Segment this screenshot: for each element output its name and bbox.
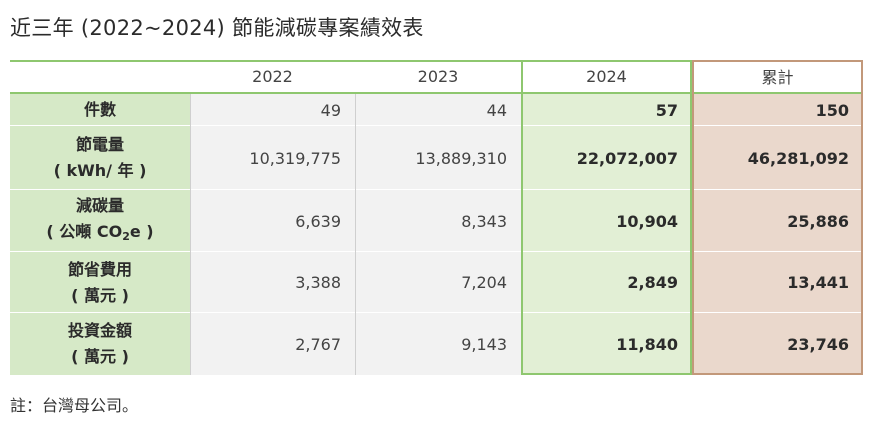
table-top-rule: [10, 60, 521, 62]
footnote: 註：台灣母公司。: [10, 396, 139, 415]
row-label-investment-line2: ( 萬元 ): [71, 347, 129, 366]
column-divider: [355, 94, 356, 375]
row-divider: [10, 312, 863, 313]
column-2024-fill: [521, 94, 692, 375]
row-label-carbon-line1: 減碳量: [75, 195, 124, 215]
row-label-cost-line2: ( 萬元 ): [71, 285, 129, 305]
cell-investment-2022: 2,767: [295, 334, 341, 354]
row-label-cost-savings: 節省費用 ( 萬元 ): [10, 252, 190, 313]
row-divider: [10, 189, 863, 190]
column-header-2022: 2022: [252, 66, 293, 86]
cell-cost-2024: 2,849: [627, 273, 678, 292]
cell-count-2023: 44: [486, 100, 507, 120]
cell-electricity-total: 46,281,092: [747, 148, 849, 168]
cell-electricity-2023: 13,889,310: [415, 148, 507, 168]
row-label-carbon-reduction: 減碳量 ( 公噸 CO2e ): [10, 190, 190, 252]
row-label-carbon-suffix: e ): [129, 221, 154, 241]
cell-investment-2024: 11,840: [616, 334, 678, 354]
label-column-fill: [10, 94, 190, 375]
cell-investment-total: 23,746: [787, 334, 849, 354]
column-header-2023: 2023: [417, 66, 459, 86]
cell-carbon-2023: 8,343: [461, 211, 507, 231]
column-header-2024: 2024: [586, 66, 627, 86]
row-label-electricity-saved: 節電量 ( kWh/ 年 ): [10, 126, 190, 190]
row-label-electricity-line2: ( kWh/ 年 ): [53, 161, 147, 180]
row-label-count-text: 件數: [83, 100, 116, 119]
cell-carbon-2022: 6,639: [295, 211, 341, 231]
cell-investment-2023: 9,143: [461, 334, 507, 354]
row-label-electricity-line1: 節電量: [75, 135, 124, 154]
row-label-cost-line1: 節省費用: [67, 259, 132, 279]
cell-count-total: 150: [815, 100, 849, 120]
header-rule: [10, 92, 863, 94]
page-title: 近三年 (2022~2024) 節能減碳專案績效表: [10, 16, 424, 40]
row-divider: [10, 251, 863, 252]
row-label-count: 件數: [10, 94, 190, 126]
row-label-carbon-prefix: ( 公噸 CO: [46, 221, 123, 241]
cell-count-2022: 49: [320, 100, 341, 120]
cell-count-2024: 57: [655, 100, 678, 120]
column-total-fill: [692, 94, 863, 375]
row-label-carbon-line2: ( 公噸 CO2e ): [46, 219, 153, 250]
row-label-investment-line1: 投資金額: [67, 321, 132, 340]
cell-cost-2023: 7,204: [461, 273, 507, 292]
cell-cost-2022: 3,388: [295, 273, 341, 292]
cell-carbon-2024: 10,904: [616, 211, 678, 231]
cell-electricity-2024: 22,072,007: [576, 148, 678, 168]
cell-cost-total: 13,441: [787, 273, 849, 292]
row-label-carbon-subscript: 2: [122, 229, 130, 243]
performance-table: 2022 2023 2024 累計 件數 49 44 57 150 節電量 ( …: [10, 60, 863, 375]
column-header-total: 累計: [761, 68, 794, 87]
cell-carbon-total: 25,886: [787, 211, 849, 231]
row-divider: [10, 125, 863, 126]
column-divider: [190, 94, 191, 375]
cell-electricity-2022: 10,319,775: [249, 148, 341, 168]
row-label-investment: 投資金額 ( 萬元 ): [10, 313, 190, 375]
